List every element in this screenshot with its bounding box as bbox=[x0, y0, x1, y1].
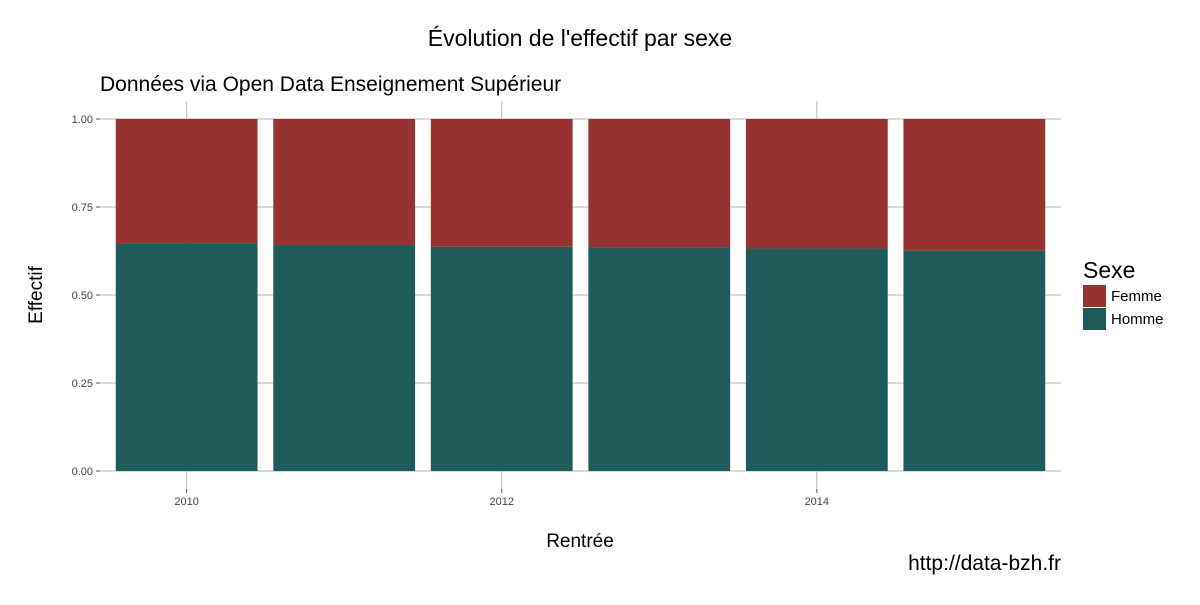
bar-homme-2010 bbox=[115, 243, 258, 471]
legend-swatch-femme bbox=[1083, 285, 1106, 307]
y-axis-label: Effectif bbox=[26, 265, 47, 323]
bar-femme-2012 bbox=[430, 119, 573, 247]
chart-title: Évolution de l'effectif par sexe bbox=[428, 25, 732, 51]
bar-homme-2012 bbox=[430, 246, 573, 471]
bar-homme-2015 bbox=[903, 250, 1046, 471]
legend-label-homme: Homme bbox=[1111, 311, 1164, 328]
y-tick-label: 0.00 bbox=[72, 466, 93, 478]
x-axis: 2010 2012 2014 bbox=[174, 489, 829, 508]
legend: Sexe Femme Homme bbox=[1083, 257, 1164, 330]
chart-subtitle: Données via Open Data Enseignement Supér… bbox=[100, 73, 561, 96]
legend-title: Sexe bbox=[1083, 257, 1135, 283]
bar-femme-2010 bbox=[115, 119, 258, 244]
x-axis-label: Rentrée bbox=[546, 531, 614, 552]
y-tick-label: 0.75 bbox=[72, 202, 93, 214]
bar-femme-2013 bbox=[588, 119, 731, 248]
chart-caption: http://data-bzh.fr bbox=[908, 552, 1061, 575]
x-tick-label: 2014 bbox=[805, 496, 829, 508]
bar-femme-2011 bbox=[273, 119, 416, 246]
bar-femme-2014 bbox=[745, 119, 888, 249]
bars bbox=[115, 119, 1046, 471]
x-tick-label: 2010 bbox=[174, 496, 198, 508]
bar-homme-2014 bbox=[745, 248, 888, 471]
y-axis: 0.00 0.25 0.50 0.75 1.00 bbox=[72, 114, 100, 478]
bar-femme-2015 bbox=[903, 119, 1046, 251]
bar-homme-2013 bbox=[588, 247, 731, 471]
y-tick-label: 1.00 bbox=[72, 114, 93, 126]
y-tick-label: 0.50 bbox=[72, 290, 93, 302]
legend-swatch-homme bbox=[1083, 308, 1106, 330]
y-tick-label: 0.25 bbox=[72, 378, 93, 390]
x-tick-label: 2012 bbox=[489, 496, 513, 508]
legend-label-femme: Femme bbox=[1111, 288, 1162, 305]
bar-homme-2011 bbox=[273, 245, 416, 471]
